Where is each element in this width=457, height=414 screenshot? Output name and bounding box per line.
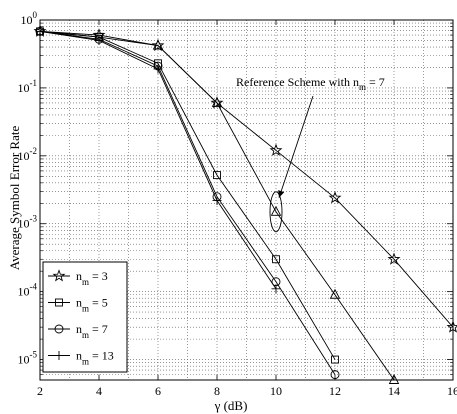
data-point-star: [210, 96, 224, 109]
x-tick-label: 16: [447, 384, 457, 398]
data-point-star: [151, 38, 165, 52]
data-point-plus: [153, 64, 163, 74]
series-line-circle: [39, 30, 336, 375]
series-triangle: [39, 30, 400, 384]
data-point-triangle: [329, 288, 341, 299]
plot-frame: [39, 19, 454, 381]
series-layer: [33, 24, 457, 384]
data-point-triangle: [211, 97, 223, 107]
x-tick-label: 8: [214, 384, 220, 398]
legend-entry: nm = 7: [48, 322, 108, 340]
data-point-plus: [271, 284, 281, 294]
legend-label: nm = 13: [76, 349, 114, 367]
legend-marker: [52, 269, 66, 282]
annotation: Reference Scheme with nm = 7: [236, 75, 385, 233]
x-tick-label: 14: [388, 384, 400, 398]
data-point-square: [331, 355, 339, 364]
legend-marker: [55, 298, 63, 307]
series-line-triangle: [39, 30, 395, 381]
y-tick-label: 10-3: [18, 214, 38, 231]
y-tick-label: 10-1: [18, 78, 38, 95]
legend: nm = 3 nm = 5 nm = 7 nm = 13: [42, 261, 128, 373]
x-tick-label: 10: [270, 384, 282, 398]
annotation-arrowhead: [278, 190, 285, 198]
legend-marker: [54, 351, 64, 360]
y-tick-label: 10-5: [18, 350, 38, 367]
legend-entry: nm = 5: [48, 296, 108, 314]
data-point-triangle: [388, 374, 400, 384]
annotation-text: Reference Scheme with nm = 7: [236, 75, 385, 92]
y-tick-label: 10-2: [18, 146, 38, 163]
legend-entry: nm = 13: [48, 349, 114, 367]
data-point-triangle: [270, 205, 282, 216]
legend-label: nm = 3: [76, 269, 108, 287]
x-tick-label: 2: [37, 384, 43, 398]
y-tick-label: 10-4: [18, 282, 38, 299]
y-axis-label: Average Symbol Error Rate: [7, 126, 22, 271]
legend-entry: nm = 3: [48, 269, 108, 287]
x-tick-label: 4: [96, 384, 102, 398]
ticks: 2 4 6 8 10 12 14 16 100 10-1 10-2 10-3 10-4 10-5: [18, 10, 457, 398]
annotation-arrow: [278, 95, 314, 198]
data-point-plus: [212, 195, 222, 205]
data-point-square: [272, 255, 280, 264]
annotation-ellipse: [269, 191, 283, 233]
data-point-star: [328, 191, 342, 204]
data-point-star: [387, 252, 401, 265]
x-tick-label: 12: [329, 384, 341, 398]
y-tick-label: 100: [21, 10, 38, 27]
data-point-square: [213, 171, 221, 180]
x-tick-label: 6: [155, 384, 161, 398]
data-point-star: [269, 143, 283, 156]
x-axis-label: γ (dB): [214, 398, 248, 413]
legend-label: nm = 5: [76, 296, 108, 314]
data-point-triangle: [152, 39, 164, 50]
legend-label: nm = 7: [76, 322, 108, 340]
legend-marker: [54, 324, 64, 334]
legend-box: [42, 261, 128, 373]
series-line-star: [39, 30, 454, 328]
